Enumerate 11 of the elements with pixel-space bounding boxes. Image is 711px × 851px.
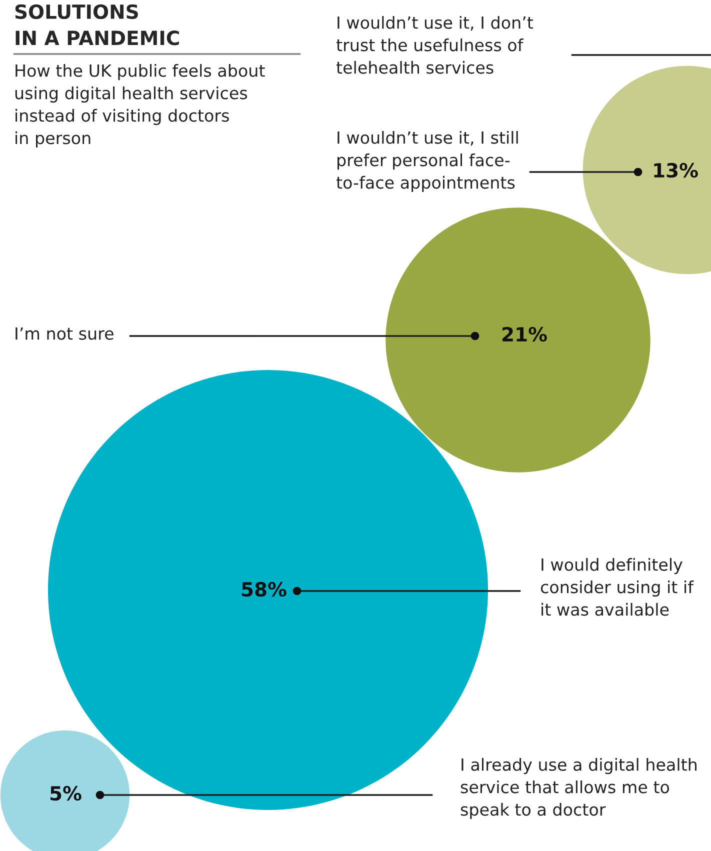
text: How the UK public feels about using digital health services instead of visiting doctors in person <box>15 64 265 148</box>
category-label: I already use a digital health service that allows me to speak to a doctor <box>460 758 696 820</box>
category-label: I’m not sure <box>16 327 114 340</box>
data-label: 21% <box>502 326 547 342</box>
text: SOLUTIONS IN A PANDEMIC <box>15 4 179 46</box>
category-label: I wouldn’t use it, I don’t trust the usefulness of telehealth services <box>336 16 534 74</box>
data-label: 5% <box>50 786 82 801</box>
data-label: 58% <box>242 582 286 597</box>
category-label: I wouldn’t use it, I still prefer personal face- to-face appointments <box>336 131 518 192</box>
data-label: 13% <box>654 162 698 178</box>
category-label: I would definitely consider using it if it was available <box>540 558 694 616</box>
